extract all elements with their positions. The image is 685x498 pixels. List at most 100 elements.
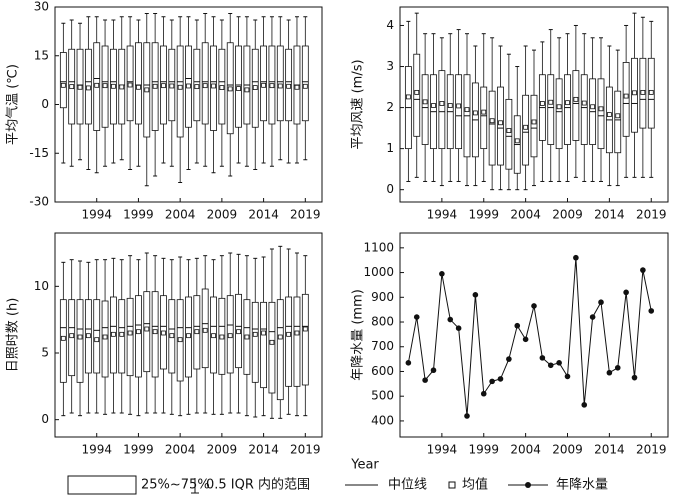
mean-marker: [177, 84, 183, 90]
legend-label: 中位线: [388, 478, 427, 493]
point: [556, 360, 562, 366]
point: [589, 314, 596, 320]
point: [640, 267, 646, 273]
mean-marker: [565, 100, 570, 106]
plot-frame: [399, 232, 669, 438]
x-tick-label: 2019: [290, 443, 321, 457]
mean-marker: [169, 83, 175, 89]
point: [506, 356, 512, 362]
box: [260, 301, 267, 389]
y-tick-label: 4: [386, 18, 394, 32]
x-tick-label: 1999: [123, 443, 154, 457]
box: [126, 297, 134, 377]
mean-marker: [202, 83, 208, 89]
point: [573, 254, 579, 261]
mean-marker: [556, 104, 562, 110]
mean-marker: [640, 89, 646, 95]
mean-marker: [302, 326, 308, 332]
mean-marker: [598, 106, 604, 112]
mean-marker: [94, 82, 100, 88]
point: [489, 378, 495, 385]
mean-marker: [447, 103, 453, 108]
point: [455, 325, 462, 332]
y-axis-label: 年降水量 (mm): [351, 289, 366, 381]
box: [176, 45, 184, 138]
mean-marker: [119, 84, 125, 90]
x-tick-label: 1994: [81, 443, 112, 457]
legend-line-icon: [525, 482, 531, 488]
y-axis-label: 平均风速 (m/s): [351, 59, 366, 149]
mean-marker: [161, 330, 166, 336]
legend-box-icon: [67, 475, 137, 495]
mean-marker: [169, 333, 175, 339]
x-tick-label: 2004: [510, 443, 541, 457]
y-tick-label: 30: [34, 0, 49, 14]
mean-marker: [152, 83, 158, 89]
box: [135, 42, 142, 125]
x-tick-label: 2019: [636, 443, 667, 457]
mean-marker: [531, 119, 537, 125]
plot-frame: [399, 6, 669, 203]
y-tick-label: 3: [386, 59, 394, 73]
mean-marker: [236, 329, 241, 335]
mean-marker: [144, 87, 150, 93]
legend-label: 年降水量: [556, 478, 608, 493]
box: [276, 45, 284, 122]
y-tick-label: 5: [41, 346, 49, 360]
point: [439, 271, 445, 277]
mean-marker: [431, 103, 436, 108]
mean-marker: [623, 93, 629, 99]
box: [522, 94, 530, 166]
x-tick-label: 2004: [510, 208, 541, 222]
box: [59, 299, 67, 383]
x-tick-label: 2009: [207, 208, 238, 222]
x-tick-label: 2009: [552, 443, 583, 457]
mean-marker: [269, 83, 275, 89]
point: [648, 308, 655, 314]
box: [421, 74, 429, 145]
x-tick-label: 1994: [427, 208, 458, 222]
y-tick-label: 400: [371, 413, 394, 427]
point: [480, 390, 487, 397]
mean-marker: [286, 331, 292, 337]
mean-marker: [111, 331, 116, 337]
mean-marker: [481, 109, 487, 115]
point: [598, 299, 604, 306]
box: [497, 86, 504, 166]
point: [581, 402, 588, 408]
point: [531, 303, 537, 309]
mean-marker: [186, 83, 191, 89]
point: [564, 373, 571, 380]
mean-marker: [85, 333, 91, 339]
mean-marker: [127, 82, 133, 88]
x-tick-label: 2014: [594, 443, 625, 457]
point: [497, 376, 504, 382]
point: [606, 369, 613, 376]
mean-marker: [277, 83, 283, 89]
point: [413, 314, 420, 320]
mean-marker: [111, 83, 116, 89]
box: [251, 301, 259, 383]
x-tick-label: 2009: [552, 208, 583, 222]
mean-marker: [227, 333, 233, 339]
x-tick-label: 2014: [248, 208, 279, 222]
y-tick-label: 2: [386, 100, 394, 114]
box: [488, 90, 496, 166]
mean-marker: [472, 110, 478, 116]
legend-label: 25%~75%: [141, 478, 210, 493]
y-axis-label: 日照时数 (h): [6, 298, 21, 373]
point: [464, 413, 470, 419]
mean-marker: [590, 104, 596, 110]
legend-label: 均值: [462, 477, 488, 493]
x-tick-label: 2019: [636, 208, 667, 222]
point: [623, 289, 629, 296]
mean-marker: [464, 107, 470, 113]
mean-marker: [219, 85, 225, 90]
legend-mean-icon: [448, 481, 456, 489]
mean-marker: [489, 118, 495, 124]
y-tick-label: 15: [34, 48, 49, 62]
mean-marker: [439, 101, 445, 106]
mean-marker: [523, 124, 529, 130]
box: [301, 293, 309, 386]
